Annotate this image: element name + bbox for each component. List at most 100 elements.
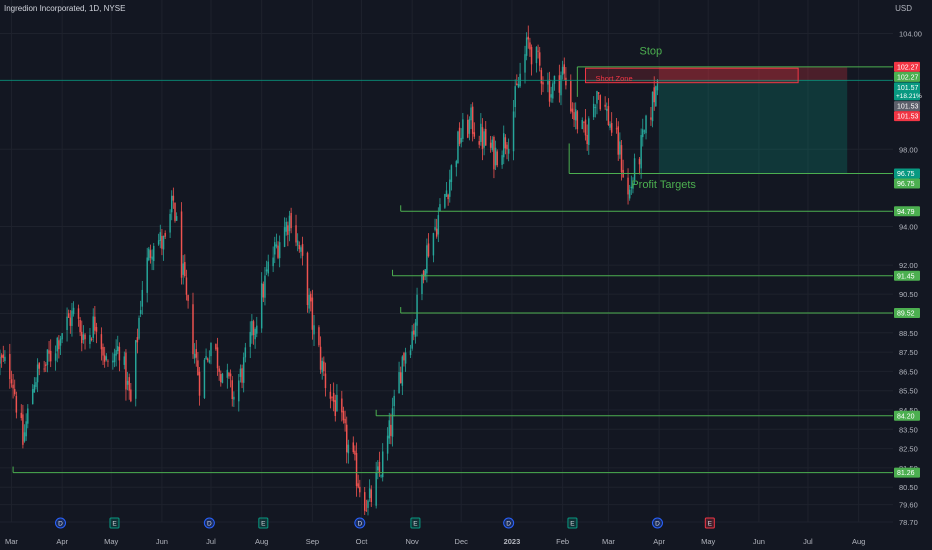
candle-body [421, 274, 423, 295]
price-tag [894, 61, 920, 72]
candle-body [471, 106, 474, 134]
candle-body [467, 119, 469, 138]
candle-body [115, 350, 117, 356]
candle-body [560, 75, 562, 96]
candle-body [434, 227, 436, 230]
candle-body [10, 379, 13, 384]
candle-body [318, 327, 320, 346]
candle-body [170, 195, 173, 213]
candle-body [296, 240, 299, 246]
price-tag-label: 101.57 [897, 85, 919, 92]
candle-body [216, 347, 219, 369]
candle-body [530, 46, 533, 65]
candle-body [620, 145, 623, 173]
short-position-reward-zone [659, 80, 848, 174]
event-marker-letter: E [261, 521, 266, 528]
candle-body [619, 141, 621, 155]
candle-body [573, 112, 575, 120]
candle-body [403, 353, 405, 361]
candle-body [92, 316, 94, 338]
candle-body [643, 130, 646, 132]
price-tick-label: 87.50 [899, 348, 918, 357]
candle-body [174, 202, 176, 221]
candle-body [332, 392, 335, 402]
candle-body [187, 295, 189, 301]
candle-body [169, 213, 171, 233]
candle-body [274, 242, 276, 255]
candle-body [58, 340, 60, 350]
candle-body [651, 91, 654, 122]
price-tag [894, 168, 920, 179]
candle-body [306, 252, 309, 306]
candle-body [311, 297, 314, 330]
candle-body [56, 337, 58, 352]
candle-body [198, 371, 201, 396]
candle-body [345, 424, 348, 453]
candle-body [354, 450, 356, 455]
event-marker-letter: D [58, 521, 63, 528]
candle-body [570, 81, 572, 112]
candle-body [514, 86, 516, 108]
candle-body [277, 245, 279, 258]
candle-body [606, 108, 608, 111]
candle-body [426, 245, 428, 274]
candle-body [336, 394, 338, 412]
candle-body [43, 368, 45, 370]
candle-body [450, 165, 453, 183]
candle-body [36, 364, 39, 383]
price-tick-label: 86.50 [899, 367, 918, 376]
candle-body [538, 52, 541, 66]
candle-body [66, 316, 68, 331]
candle-body [23, 432, 26, 442]
time-tick-label: Jun [753, 537, 765, 546]
price-tag [894, 101, 920, 112]
candle-body [208, 360, 211, 363]
candle-body [262, 283, 265, 298]
candle-body [548, 79, 551, 102]
candle-body [525, 37, 528, 56]
candle-body [483, 131, 485, 148]
candle-body [272, 257, 274, 267]
event-marker-letter: E [413, 521, 418, 528]
candle-body [231, 380, 233, 400]
candle-body [504, 137, 507, 149]
candle-body [574, 109, 577, 121]
candle-body [399, 372, 402, 384]
candle-body [4, 356, 6, 362]
candle-body [455, 161, 458, 168]
event-marker-letter: D [655, 521, 660, 528]
candle-body [609, 124, 611, 128]
candle-body [256, 325, 258, 334]
candle-body [149, 250, 152, 258]
candle-body [529, 42, 531, 50]
candle-body [563, 64, 565, 74]
dividend-marker-icon [651, 517, 663, 529]
candle-body [35, 382, 37, 387]
candle-body [138, 317, 140, 339]
candle-body [27, 408, 29, 424]
candle-body [46, 349, 49, 365]
candle-body [79, 319, 81, 333]
candle-body [251, 320, 253, 336]
price-tick-label: 79.60 [899, 501, 918, 510]
candle-body [105, 356, 108, 360]
candle-body [102, 347, 104, 356]
candle-body [278, 242, 281, 259]
price-tag [894, 410, 920, 421]
candle-body [416, 294, 418, 326]
price-tag-label: 94.79 [897, 209, 915, 216]
candle-body [584, 119, 587, 136]
price-tag-label: 89.52 [897, 311, 915, 318]
candle-body [571, 108, 574, 113]
candle-body [9, 354, 11, 379]
candle-body [59, 338, 62, 346]
candle-body [378, 461, 381, 473]
time-tick-label: Aug [255, 537, 268, 546]
candle-body [233, 396, 235, 400]
candle-body [45, 364, 47, 366]
short-zone-label: Short Zone [596, 74, 633, 83]
candle-body [370, 489, 373, 503]
price-tick-label: 84.50 [899, 406, 918, 415]
time-tick-label: Sep [306, 537, 319, 546]
